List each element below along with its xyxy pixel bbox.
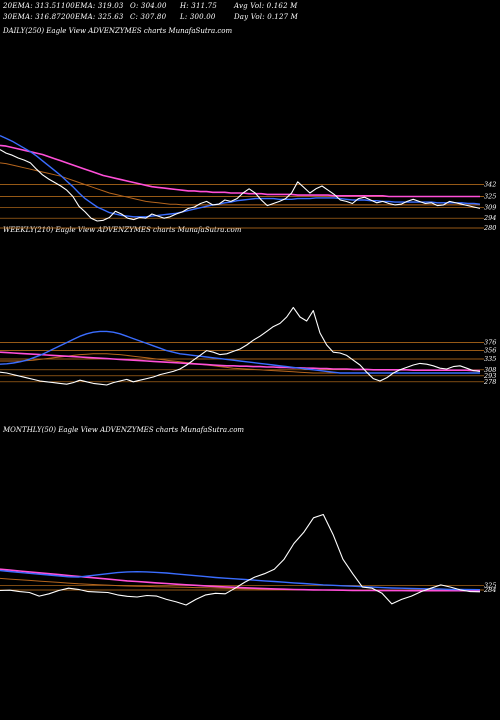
daily-panel-title: DAILY(250) Eagle View ADVENZYMES charts … xyxy=(3,27,233,35)
avg-vol-label: Avg Vol: 0.162 M xyxy=(234,2,298,10)
monthly-level-label: 284 xyxy=(483,586,496,594)
monthly-ema-long-line xyxy=(0,568,480,592)
monthly-level-label: 325 xyxy=(484,581,496,589)
ema30-label: 30EMA: 316.87 xyxy=(3,13,61,21)
daily-ema-blue-line xyxy=(0,134,481,218)
high-label: H: 311.75 xyxy=(180,2,217,10)
daily-level-label: 342 xyxy=(484,181,496,189)
low-label: L: 300.00 xyxy=(180,13,216,21)
weekly-level-label: 335 xyxy=(484,355,496,363)
daily-panel: 342 325 309 294 280 xyxy=(0,134,496,232)
daily-level-label: 325 xyxy=(484,193,496,201)
daily-ema-long-line xyxy=(0,144,480,198)
weekly-level-label: 278 xyxy=(483,378,496,386)
weekly-price-line xyxy=(0,306,481,386)
weekly-level-label: 356 xyxy=(484,347,496,355)
weekly-panel-title: WEEKLY(210) Eagle View ADVENZYMES charts… xyxy=(3,226,242,234)
open-label: O: 304.00 xyxy=(130,2,167,10)
weekly-ema-blue-line xyxy=(0,330,480,374)
ema100-label: 100EMA: 319.03 xyxy=(61,2,124,10)
daily-ema-brown-line xyxy=(0,162,480,206)
weekly-level-label: 293 xyxy=(483,372,496,380)
weekly-level-label: 308 xyxy=(484,366,496,374)
ema20-label: 20EMA: 313.51 xyxy=(3,2,61,10)
daily-level-label: 280 xyxy=(483,224,496,232)
monthly-price-line xyxy=(0,513,481,606)
close-label: C: 307.80 xyxy=(130,13,167,21)
daily-level-label: 294 xyxy=(483,214,496,222)
daily-level-label: 309 xyxy=(484,204,496,212)
daily-price-line xyxy=(0,149,481,222)
day-vol-label: Day Vol: 0.127 M xyxy=(234,13,299,21)
ema200-label: 200EMA: 325.63 xyxy=(61,13,124,21)
weekly-level-label: 376 xyxy=(484,339,496,347)
monthly-ema-blue-line xyxy=(0,569,481,591)
monthly-panel-title: MONTHLY(50) Eagle View ADVENZYMES charts… xyxy=(3,426,245,434)
